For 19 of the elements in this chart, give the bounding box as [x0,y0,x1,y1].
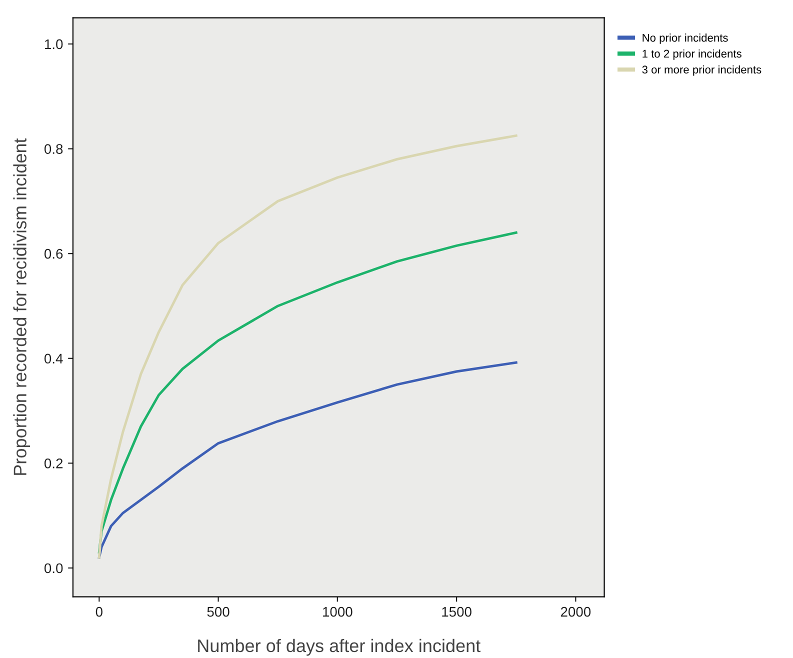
y-axis-title: Proportion recorded for recidivism incident [13,138,30,475]
x-tick-label: 500 [207,606,230,617]
x-tick-label: 1000 [323,606,352,617]
x-tick-label: 2000 [560,606,591,617]
legend-label: 3 or more prior incidents [642,65,762,76]
line-series [98,231,518,554]
line-series [98,134,518,559]
x-tick-label: 0 [96,606,102,617]
x-axis-title: Number of days after index incident [198,638,480,656]
legend-label: No prior incidents [642,34,728,44]
line-series [98,361,518,559]
y-tick-label: 0.4 [44,354,63,364]
y-tick-label: 0.6 [44,248,63,259]
y-tick-label: 1.0 [44,39,63,50]
legend-label: 1 to 2 prior incidents [642,49,742,60]
y-tick-label: 0.2 [44,458,63,468]
x-tick-label: 1500 [442,606,472,617]
y-tick-label: 0.8 [44,144,63,154]
y-tick-label: 0.0 [44,563,63,574]
